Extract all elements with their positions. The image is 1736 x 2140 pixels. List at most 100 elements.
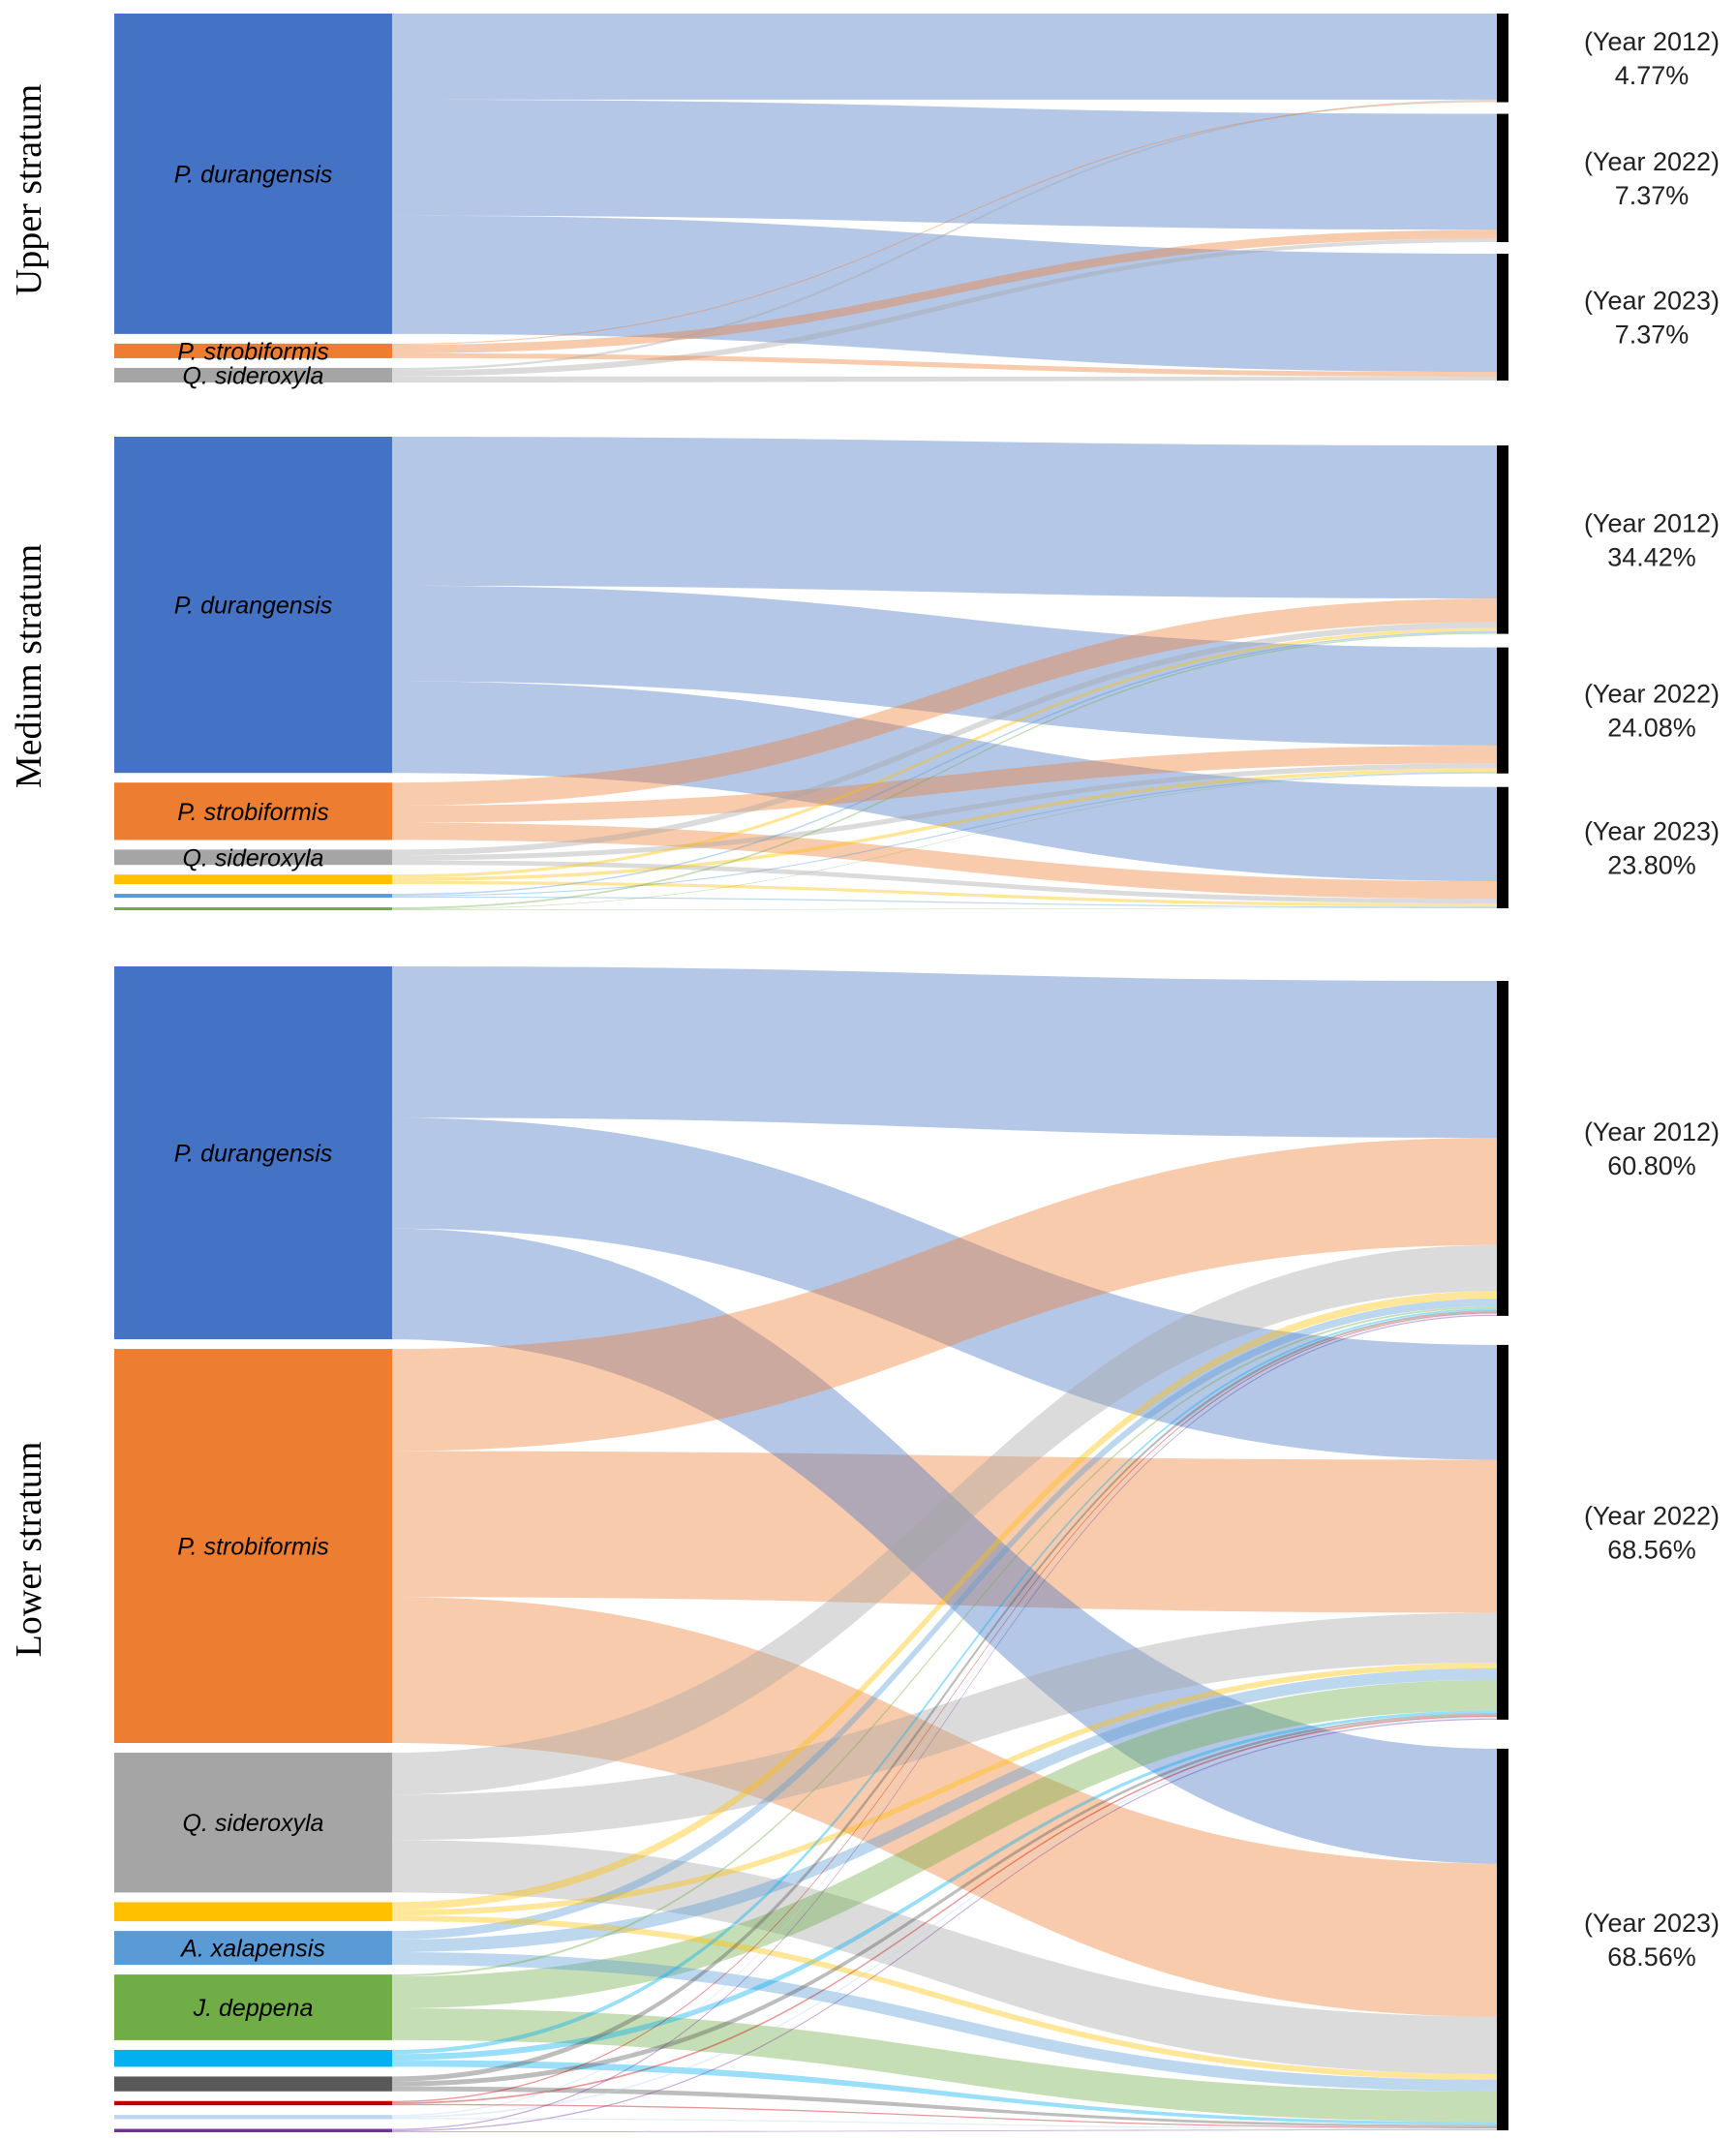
stratum-3-target-year-2: (Year 2022): [1584, 1501, 1720, 1530]
stratum-1-target-bar-3: [1497, 254, 1508, 381]
stratum-3-target-bar-2: [1497, 1344, 1508, 1720]
stratum-2-flow-j-deppena-to-target-1: [392, 632, 1497, 909]
stratum-2-node-label-p-strobiformis: P. strobiformis: [177, 799, 329, 826]
stratum-2-flow-j-deppena-to-target-3: [392, 907, 1497, 910]
stratum-3-node-label-a-xalapensis: A. xalapensis: [179, 1936, 325, 1963]
stratum-1-target-percent-1: 4.77%: [1615, 61, 1690, 90]
stratum-3-flow-yellow-to-target-3: [392, 1915, 1497, 2080]
stratum-1-node-q-sideroxyla: [114, 367, 392, 382]
stratum-2-target-bar-2: [1497, 647, 1508, 774]
stratum-3-target-percent-2: 68.56%: [1607, 1535, 1696, 1564]
stratum-3-node-label-q-sideroxyla: Q. sideroxyla: [183, 1810, 324, 1837]
stratum-2-flow-a-xalapensis-to-target-3: [392, 896, 1497, 908]
stratum-1-flow-p-strobiformis-to-target-1: [392, 101, 1497, 346]
stratum-3-node-darkgray: [114, 2076, 392, 2092]
stratum-2-node-yellow: [114, 874, 392, 885]
stratum-1-flow-q-sideroxyla-to-target-3: [392, 376, 1497, 382]
stratum-3-node-label-j-deppena: J. deppena: [193, 1995, 314, 2022]
stratum-1-target-year-3: (Year 2023): [1584, 287, 1720, 316]
stratum-3-flow-lightblue-to-target-2: [392, 1717, 1497, 2119]
stratum-3-flow-p-strobiformis-to-target-1: [392, 1138, 1497, 1452]
stratum-1-flow-p-durangensis-to-target-2: [392, 99, 1497, 230]
stratum-1-node-label-p-strobiformis: P. strobiformis: [177, 338, 329, 365]
stratum-2-target-percent-1: 34.42%: [1607, 542, 1696, 571]
stratum-2-target-bar-1: [1497, 445, 1508, 634]
stratum-3-flow-cyan-to-target-1: [392, 1307, 1497, 2055]
stratum-2-flow-p-strobiformis-to-target-3: [392, 822, 1497, 900]
stratum-2-flow-q-sideroxyla-to-target-2: [392, 763, 1497, 861]
stratum-2-node-p-durangensis: [114, 437, 392, 774]
stratum-3-target-year-3: (Year 2023): [1584, 1909, 1720, 1938]
stratum-3-target-bar-1: [1497, 981, 1508, 1316]
stratum-2-node-label-p-durangensis: P. durangensis: [174, 593, 333, 620]
stratum-3-flow-p-durangensis-to-target-3: [392, 1228, 1497, 1864]
stratum-2-node-p-strobiformis: [114, 782, 392, 841]
stratum-3-node-p-strobiformis: [114, 1349, 392, 1744]
stratum-2-flow-a-xalapensis-to-target-2: [392, 772, 1497, 897]
stratum-1-node-p-strobiformis: [114, 343, 392, 358]
stratum-3-flow-darkgray-to-target-1: [392, 1309, 1497, 2082]
stratum-3-flow-purple-to-target-3: [392, 2129, 1497, 2132]
stratum-3-flow-cyan-to-target-2: [392, 1710, 1497, 2061]
stratum-3-node-red: [114, 2100, 392, 2106]
stratum-2-target-year-3: (Year 2023): [1584, 816, 1720, 845]
stratum-3-flow-j-deppena-to-target-2: [392, 1679, 1497, 2009]
stratum-2-flow-yellow-to-target-3: [392, 880, 1497, 907]
stratum-3-flow-p-durangensis-to-target-2: [392, 1117, 1497, 1460]
stratum-3-node-purple: [114, 2128, 392, 2132]
stratum-2-target-year-2: (Year 2022): [1584, 680, 1720, 709]
stratum-2-node-a-xalapensis: [114, 894, 392, 899]
stratum-3-flow-lightblue-to-target-3: [392, 2118, 1497, 2130]
stratum-2-flow-yellow-to-target-2: [392, 768, 1497, 881]
node-layer: [114, 14, 1508, 2132]
stratum-2-flow-q-sideroxyla-to-target-3: [392, 860, 1497, 904]
stratum-1-target-percent-3: 7.37%: [1615, 321, 1690, 350]
stratum-3-node-lightblue: [114, 2115, 392, 2120]
stratum-3-flow-yellow-to-target-2: [392, 1662, 1497, 1916]
stratum-2-flow-j-deppena-to-target-2: [392, 773, 1497, 910]
stratum-3-label: Lower stratum: [9, 1442, 49, 1658]
stratum-3-target-percent-1: 60.80%: [1607, 1151, 1696, 1180]
stratum-1-flow-p-durangensis-to-target-1: [392, 14, 1497, 100]
stratum-1-flow-q-sideroxyla-to-target-2: [392, 238, 1497, 377]
stratum-3-target-year-1: (Year 2012): [1584, 1117, 1720, 1146]
stratum-3-flow-q-sideroxyla-to-target-1: [392, 1244, 1497, 1795]
stratum-3-target-percent-3: 68.56%: [1607, 1942, 1696, 1972]
stratum-1-target-year-1: (Year 2012): [1584, 27, 1720, 56]
stratum-1-flow-p-strobiformis-to-target-2: [392, 229, 1497, 353]
stratum-3-node-q-sideroxyla: [114, 1753, 392, 1893]
stratum-3-flow-darkgray-to-target-2: [392, 1713, 1497, 2087]
stratum-3-node-a-xalapensis: [114, 1931, 392, 1966]
stratum-3-flow-red-to-target-2: [392, 1715, 1497, 2104]
stratum-2-flow-p-durangensis-to-target-2: [392, 585, 1497, 746]
stratum-2-flow-p-durangensis-to-target-1: [392, 437, 1497, 599]
stratum-2-target-percent-3: 23.80%: [1607, 850, 1696, 879]
stratum-3-node-label-p-strobiformis: P. strobiformis: [177, 1534, 329, 1561]
stratum-3-target-bar-3: [1497, 1748, 1508, 2130]
stratum-3-node-p-durangensis: [114, 966, 392, 1340]
stratum-1-node-p-durangensis: [114, 14, 392, 334]
stratum-2-target-year-1: (Year 2012): [1584, 508, 1720, 537]
stratum-3-flow-purple-to-target-2: [392, 1718, 1497, 2132]
stratum-2-target-bar-3: [1497, 786, 1508, 908]
stratum-3-flow-p-strobiformis-to-target-3: [392, 1597, 1497, 2017]
stratum-3-node-label-p-durangensis: P. durangensis: [174, 1141, 333, 1168]
stratum-1-target-bar-2: [1497, 113, 1508, 243]
stratum-2-target-percent-2: 24.08%: [1607, 714, 1696, 743]
stratum-2-flow-a-xalapensis-to-target-1: [392, 630, 1497, 896]
stratum-3-flow-j-deppena-to-target-3: [392, 2008, 1497, 2123]
stratum-1-node-label-q-sideroxyla: Q. sideroxyla: [183, 362, 324, 389]
stratum-3-node-cyan: [114, 2049, 392, 2067]
stratum-2-node-label-q-sideroxyla: Q. sideroxyla: [183, 844, 324, 871]
stratum-3-flow-purple-to-target-1: [392, 1314, 1497, 2130]
stratum-1-label: Upper stratum: [9, 84, 49, 295]
stratum-1-target-bar-1: [1497, 14, 1508, 103]
stratum-2-flow-p-strobiformis-to-target-2: [392, 745, 1497, 823]
stratum-2-label: Medium stratum: [9, 544, 49, 788]
stratum-1-flow-p-strobiformis-to-target-3: [392, 352, 1497, 378]
stratum-2-flow-q-sideroxyla-to-target-1: [392, 622, 1497, 856]
stratum-3-flow-lightblue-to-target-1: [392, 1313, 1497, 2117]
stratum-3-node-yellow: [114, 1902, 392, 1922]
